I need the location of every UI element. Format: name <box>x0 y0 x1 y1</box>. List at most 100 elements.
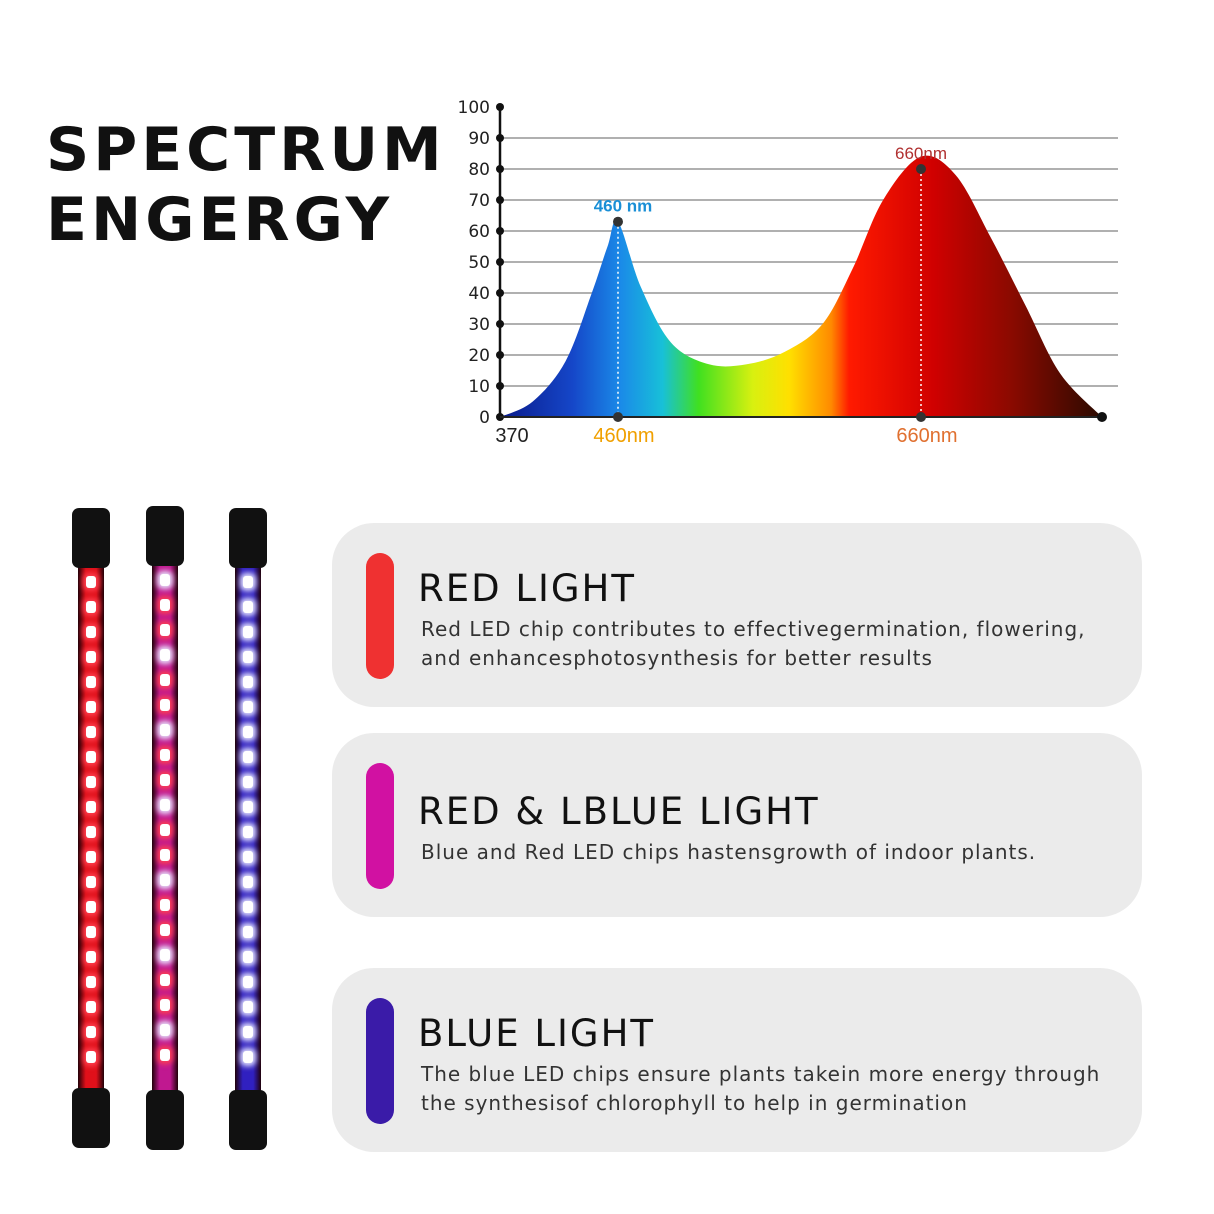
led-chip <box>160 999 170 1011</box>
peak-dot <box>613 216 623 227</box>
led-chip <box>86 626 96 638</box>
led-chip <box>243 976 253 988</box>
led-chip <box>160 924 170 936</box>
y-tick-label: 60 <box>468 222 490 242</box>
card-desc: Blue and Red LED chips hastensgrowth of … <box>421 838 1131 867</box>
tube-cap-top <box>146 506 184 566</box>
led-chip <box>86 1026 96 1038</box>
led-chip <box>86 901 96 913</box>
led-chip <box>86 976 96 988</box>
led-chip <box>243 926 253 938</box>
title-line-1: SPECTRUM <box>46 115 446 185</box>
y-tick-label: 10 <box>468 377 490 397</box>
led-chip <box>160 649 170 661</box>
led-chip <box>86 1051 96 1063</box>
led-chip <box>243 801 253 813</box>
led-chip <box>86 576 96 588</box>
led-chip <box>243 901 253 913</box>
led-chip <box>86 776 96 788</box>
led-chip <box>243 576 253 588</box>
led-tube-red-blue <box>146 506 184 1150</box>
led-chip <box>243 1026 253 1038</box>
led-chip <box>243 776 253 788</box>
led-chip <box>86 851 96 863</box>
tube-cap-bottom <box>229 1090 267 1150</box>
led-chip <box>160 899 170 911</box>
tube-cap-top <box>72 508 110 568</box>
led-chip <box>86 1001 96 1013</box>
led-tube-blue <box>229 508 267 1150</box>
led-chip <box>86 876 96 888</box>
led-chip <box>243 701 253 713</box>
led-chip <box>160 874 170 886</box>
x-tick-label: 460nm <box>593 425 654 447</box>
x-tick-label: 370 <box>495 425 528 447</box>
led-chip <box>86 801 96 813</box>
led-chip <box>243 1051 253 1063</box>
desc-line: Blue and Red LED chips hastensgrowth of … <box>421 840 1037 864</box>
card-title: RED LIGHT <box>418 567 636 610</box>
led-chip <box>243 676 253 688</box>
led-chip <box>243 601 253 613</box>
led-chip <box>160 749 170 761</box>
card-desc: Red LED chip contributes to effectiveger… <box>421 615 1131 673</box>
led-chip <box>160 599 170 611</box>
led-chip <box>160 799 170 811</box>
y-tick-label: 80 <box>468 160 490 180</box>
tube-body <box>152 564 178 1092</box>
spectrum-area <box>500 155 1102 417</box>
y-tick-label: 0 <box>479 408 490 428</box>
led-chip <box>86 676 96 688</box>
x-peak-dot <box>613 412 623 422</box>
led-chip <box>160 949 170 961</box>
led-chip <box>160 724 170 736</box>
led-chip <box>160 824 170 836</box>
led-chip <box>243 751 253 763</box>
led-chip <box>160 574 170 586</box>
led-chip <box>160 674 170 686</box>
y-tick-label: 100 <box>458 98 490 118</box>
title-line-2: ENGERGY <box>46 185 394 255</box>
desc-line: the synthesisof chlorophyll to help in g… <box>421 1091 968 1115</box>
y-tick-label: 40 <box>468 284 490 304</box>
led-chip <box>243 651 253 663</box>
led-chip <box>160 974 170 986</box>
card-blue-light: BLUE LIGHT The blue LED chips ensure pla… <box>332 968 1142 1152</box>
y-tick-label: 20 <box>468 346 490 366</box>
led-chip <box>160 699 170 711</box>
led-chip <box>86 601 96 613</box>
led-chip <box>86 651 96 663</box>
y-tick-label: 70 <box>468 191 490 211</box>
led-chip <box>243 1001 253 1013</box>
led-chip <box>243 626 253 638</box>
led-chip <box>86 826 96 838</box>
tube-cap-bottom <box>146 1090 184 1150</box>
spectrum-chart: 0 10 20 30 40 50 60 70 80 90 100 460 nm 660nm 370 460n… <box>458 98 1118 447</box>
led-chip <box>160 849 170 861</box>
card-title: RED & LBLUE LIGHT <box>418 790 820 833</box>
led-chip <box>160 1049 170 1061</box>
card-red-blue-light: RED & LBLUE LIGHT Blue and Red LED chips… <box>332 733 1142 917</box>
y-tick-label: 30 <box>468 315 490 335</box>
card-desc: The blue LED chips ensure plants takein … <box>421 1060 1131 1118</box>
tube-cap-top <box>229 508 267 568</box>
card-red-light: RED LIGHT Red LED chip contributes to ef… <box>332 523 1142 707</box>
accent-bar <box>366 553 394 679</box>
peak-label: 460 nm <box>594 197 653 216</box>
led-chip <box>243 826 253 838</box>
card-title: BLUE LIGHT <box>418 1012 655 1055</box>
tube-cap-bottom <box>72 1088 110 1148</box>
y-tick-label: 90 <box>468 129 490 149</box>
led-chip <box>243 726 253 738</box>
desc-line: and enhancesphotosynthesis for better re… <box>421 646 933 670</box>
x-peak-dot <box>916 412 926 422</box>
tube-body <box>235 566 261 1092</box>
led-chip <box>86 751 96 763</box>
tube-body <box>78 566 104 1090</box>
accent-bar <box>366 998 394 1124</box>
desc-line: Red LED chip contributes to effectiveger… <box>421 617 1086 641</box>
led-chip <box>160 624 170 636</box>
led-chip <box>86 726 96 738</box>
desc-line: The blue LED chips ensure plants takein … <box>421 1062 1101 1086</box>
x-tick-label: 660nm <box>896 425 957 447</box>
